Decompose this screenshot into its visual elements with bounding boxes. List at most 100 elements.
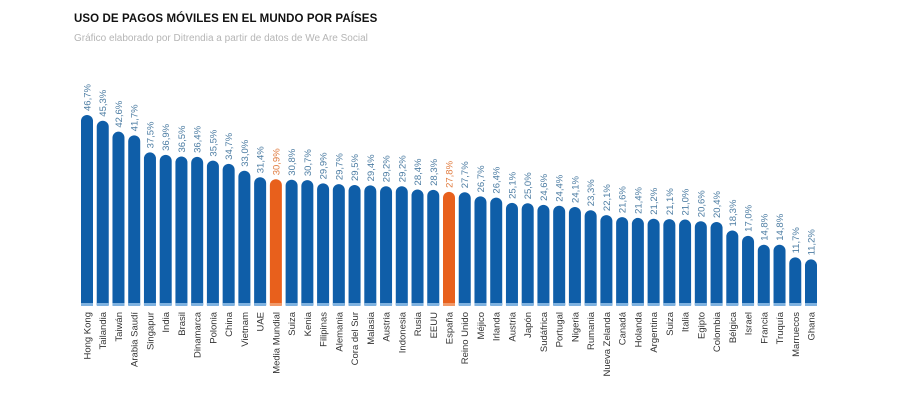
category-label: Sudáfrica: [539, 311, 550, 352]
bar: [710, 222, 723, 305]
category-label: EEUU: [429, 312, 440, 339]
bar: [458, 192, 471, 305]
category-label: Bélgica: [728, 311, 739, 343]
bar-base: [380, 303, 393, 306]
bar: [348, 184, 361, 305]
bar-base: [474, 303, 487, 306]
data-label: 20,6%: [696, 190, 707, 217]
data-label: 37,5%: [145, 121, 156, 148]
data-label: 31,4%: [256, 146, 267, 173]
bar-base: [332, 303, 345, 306]
data-label: 17,0%: [744, 204, 755, 231]
bar-base: [128, 303, 141, 306]
category-label: Méjico: [476, 312, 487, 339]
bar: [395, 186, 408, 305]
data-label: 33,0%: [240, 139, 251, 166]
bar-base: [600, 303, 613, 306]
bar-base: [773, 303, 786, 306]
bar: [317, 183, 330, 305]
category-label: Suiza: [665, 311, 676, 335]
category-label: Cora del Sur: [350, 312, 361, 365]
data-label: 35,5%: [208, 129, 219, 156]
data-label: 41,7%: [130, 104, 141, 131]
data-label: 28,4%: [413, 158, 424, 185]
bar: [128, 135, 141, 305]
category-label: Marruecos: [791, 312, 802, 357]
data-label: 36,9%: [161, 123, 172, 150]
bar: [647, 218, 660, 305]
data-label: 26,4%: [492, 166, 503, 193]
bar: [474, 196, 487, 305]
bar: [411, 189, 424, 305]
data-label: 29,2%: [397, 155, 408, 182]
bar: [568, 206, 581, 305]
data-label: 26,7%: [476, 165, 487, 192]
category-label: India: [161, 311, 172, 332]
bar: [679, 219, 692, 305]
bar-base: [710, 303, 723, 306]
data-label: 36,5%: [177, 125, 188, 152]
data-label: 21,4%: [633, 186, 644, 213]
bar: [269, 179, 282, 305]
category-label: España: [445, 311, 456, 344]
data-label: 21,1%: [665, 188, 676, 215]
bar: [600, 215, 613, 305]
category-label: UAE: [256, 312, 267, 332]
data-label: 45,3%: [98, 89, 109, 116]
bar: [757, 244, 770, 305]
bar-base: [616, 303, 629, 306]
category-label: Hong Kong: [83, 312, 94, 360]
data-label: 14,8%: [775, 213, 786, 240]
category-label: Francia: [759, 311, 770, 343]
category-label: Suiza: [287, 311, 298, 335]
bar: [222, 163, 235, 305]
bar-base: [679, 303, 692, 306]
bar-base: [143, 303, 156, 306]
chart-title: USO DE PAGOS MÓVILES EN EL MUNDO POR PAÍ…: [74, 13, 378, 25]
bar: [143, 152, 156, 305]
bar-base: [206, 303, 219, 306]
bar: [112, 131, 125, 305]
data-label: 27,8%: [445, 160, 456, 187]
category-label: Nigeria: [570, 311, 581, 342]
bar: [159, 154, 172, 305]
bar-base: [269, 303, 282, 306]
category-label: Israel: [744, 312, 755, 335]
bar-base: [254, 303, 267, 306]
bar: [616, 217, 629, 305]
bar: [427, 189, 440, 305]
bar-base: [159, 303, 172, 306]
bar-base: [238, 303, 251, 306]
data-label: 46,7%: [83, 84, 94, 111]
bar: [553, 205, 566, 305]
category-label: Austria: [382, 311, 393, 341]
bar-base: [694, 303, 707, 306]
bar-base: [395, 303, 408, 306]
bar-base: [317, 303, 330, 306]
data-label: 21,2%: [649, 187, 660, 214]
bar: [663, 219, 676, 305]
bar-base: [663, 303, 676, 306]
data-label: 34,7%: [224, 132, 235, 159]
category-label: Rusia: [413, 311, 424, 336]
bar-base: [789, 303, 802, 306]
data-label: 36,4%: [193, 125, 204, 152]
bar: [505, 202, 518, 305]
data-label: 24,4%: [555, 174, 566, 201]
category-label: Reino Unido: [460, 312, 471, 364]
bar: [206, 160, 219, 305]
category-label: Dinamarca: [193, 311, 204, 358]
data-label: 22,1%: [602, 184, 613, 211]
category-label: Malasia: [366, 311, 377, 344]
data-label: 14,8%: [759, 213, 770, 240]
category-label: Ghana: [807, 311, 818, 340]
bar: [380, 186, 393, 305]
data-label: 24,1%: [570, 175, 581, 202]
data-label: 25,1%: [507, 171, 518, 198]
category-label: Polonia: [208, 311, 219, 343]
category-label: Brasil: [177, 312, 188, 336]
category-label: Tailandia: [98, 311, 109, 349]
data-label: 30,8%: [287, 148, 298, 175]
bar: [96, 120, 109, 305]
